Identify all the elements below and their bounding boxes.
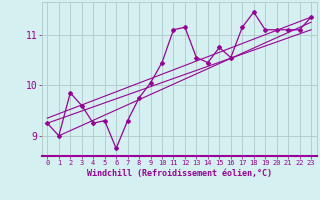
X-axis label: Windchill (Refroidissement éolien,°C): Windchill (Refroidissement éolien,°C) (87, 169, 272, 178)
